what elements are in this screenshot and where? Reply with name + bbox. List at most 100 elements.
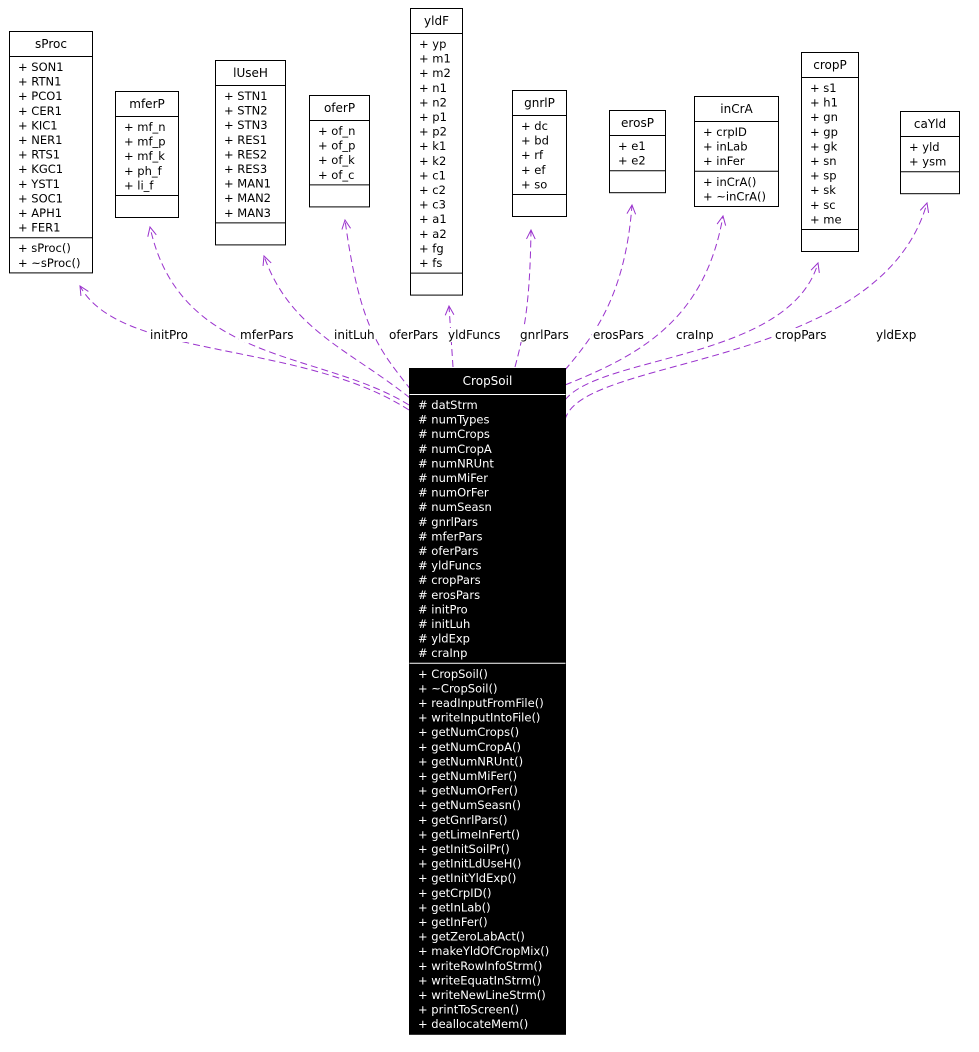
- class-attribute: + RTN1: [18, 75, 61, 89]
- class-attribute: + sp: [810, 169, 837, 183]
- class-attribute: + sk: [810, 183, 836, 197]
- edge-line: [514, 229, 532, 368]
- class-attribute: + fs: [419, 256, 442, 270]
- class-attribute: + crpID: [703, 125, 747, 139]
- class-method: + getInLab(): [418, 900, 491, 914]
- edge-labels-layer: initPro mferPars initLuh oferPars yldFuncs gn…: [149, 328, 918, 342]
- class-box: [9, 31, 93, 274]
- edge-line: [263, 255, 411, 399]
- class-attribute: + m2: [419, 66, 451, 80]
- class-attribute: # initPro: [418, 602, 468, 616]
- class-attribute: # oferPars: [418, 544, 478, 558]
- class-box: [409, 368, 566, 1035]
- edge-caYld: [564, 201, 930, 421]
- edge-mferP: [147, 225, 410, 406]
- class-attribute: + p2: [419, 125, 447, 139]
- class-attribute: # numTypes: [418, 413, 489, 427]
- class-box: [900, 111, 960, 195]
- class-method: + getInitSoilPr(): [418, 842, 510, 856]
- arrowhead: [341, 218, 351, 230]
- class-attribute: + KIC1: [18, 118, 58, 132]
- edge-cropP: [564, 261, 820, 401]
- class-cropP[interactable]: cropP + s1+ h1+ gn+ gp+ gk+ sn+ sp+ sk+ s…: [801, 52, 859, 252]
- class-attribute: + gk: [810, 139, 838, 153]
- class-attribute: # yldFuncs: [418, 559, 481, 573]
- class-method: + writeInputIntoFile(): [418, 711, 540, 725]
- class-box: [609, 110, 666, 194]
- class-attribute: + c1: [419, 168, 446, 182]
- class-attribute: + MAN1: [224, 177, 271, 191]
- edge-oferP: [341, 218, 412, 391]
- class-method: + inCrA(): [703, 175, 756, 189]
- class-attribute: + c2: [419, 183, 446, 197]
- edge-line: [564, 202, 928, 421]
- class-name: oferP: [324, 101, 355, 115]
- class-attribute: # datStrm: [418, 398, 478, 412]
- edge-label-bg: [333, 328, 376, 342]
- class-mferP[interactable]: mferP + mf_n+ mf_p+ mf_k+ ph_f+ li_f: [115, 91, 179, 218]
- edge-label-bg: [875, 328, 918, 342]
- edge-label: initPro: [150, 328, 188, 342]
- class-attribute: + KGC1: [18, 162, 63, 176]
- class-attribute: + s1: [810, 81, 837, 95]
- class-method: + getNumNRUnt(): [418, 754, 523, 768]
- class-attribute: + gp: [810, 125, 838, 139]
- arrowhead: [810, 261, 820, 273]
- class-method: + getInFer(): [418, 915, 488, 929]
- class-attribute: + k2: [419, 154, 446, 168]
- class-method: + writeRowInfoStrm(): [418, 959, 542, 973]
- class-erosP[interactable]: erosP + e1+ e2: [609, 110, 666, 194]
- class-attribute: # mferPars: [418, 529, 483, 543]
- class-method: + getNumOrFer(): [418, 784, 518, 798]
- class-attribute: # numCrops: [418, 427, 490, 441]
- class-name: sProc: [35, 37, 67, 51]
- class-attribute: + RTS1: [18, 148, 60, 162]
- class-attribute: + n1: [419, 81, 447, 95]
- class-method: + writeNewLineStrm(): [418, 988, 546, 1002]
- class-method: + getNumCrops(): [418, 725, 519, 739]
- class-attribute: + SON1: [18, 60, 64, 74]
- class-attribute: # numCropA: [418, 442, 492, 456]
- class-attribute: + n2: [419, 95, 447, 109]
- class-CropSoil[interactable]: CropSoil# datStrm# numTypes# numCrops# n…: [409, 368, 566, 1035]
- class-inCrA[interactable]: inCrA + crpID+ inLab+ inFer + inCrA()+ ~in…: [694, 96, 779, 207]
- class-method: + readInputFromFile(): [418, 696, 544, 710]
- class-method: + ~inCrA(): [703, 189, 766, 203]
- class-attribute: + so: [521, 177, 547, 191]
- class-attribute: + ph_f: [124, 164, 163, 178]
- edge-label: craInp: [676, 328, 714, 342]
- class-attribute: + SOC1: [18, 191, 63, 205]
- class-caYld[interactable]: caYld + yld+ ysm: [900, 111, 960, 195]
- class-method: + getGnrlPars(): [418, 813, 507, 827]
- arrowhead: [526, 228, 536, 240]
- class-attribute: + dc: [521, 119, 548, 133]
- class-method: + getNumCropA(): [418, 740, 521, 754]
- class-box: [215, 60, 286, 246]
- edge-label-bg: [239, 328, 295, 342]
- class-name: erosP: [621, 116, 654, 130]
- class-attribute: + li_f: [124, 178, 154, 192]
- class-yldF[interactable]: yldF + yp+ m1+ m2+ n1+ n2+ p1+ p2+ k1+ k2…: [410, 8, 463, 296]
- class-box: [801, 52, 859, 252]
- class-sProc[interactable]: sProc + SON1+ RTN1+ PCO1+ CER1+ KIC1+ NER…: [9, 31, 93, 274]
- class-attribute: + c3: [419, 198, 446, 212]
- class-lUseH[interactable]: lUseH + STN1+ STN2+ STN3+ RES1+ RES2+ RES…: [215, 60, 286, 246]
- class-name: gnrlP: [524, 96, 555, 110]
- class-attribute: + mf_k: [124, 149, 165, 163]
- arrowhead: [444, 304, 455, 316]
- class-attribute: + e2: [618, 154, 646, 168]
- class-box: [309, 95, 370, 208]
- edge-yldF: [444, 304, 455, 368]
- edge-line: [564, 215, 724, 386]
- edge-sProc: [79, 285, 410, 411]
- class-gnrlP[interactable]: gnrlP + dc+ bd+ rf+ ef+ so: [512, 90, 567, 217]
- class-attribute: + FER1: [18, 221, 60, 235]
- edge-label: oferPars: [389, 328, 438, 342]
- class-attribute: # gnrlPars: [418, 515, 478, 529]
- class-oferP[interactable]: oferP + of_n+ of_p+ of_k+ of_c: [309, 95, 370, 208]
- class-method: + getCrpID(): [418, 886, 491, 900]
- class-name: lUseH: [233, 66, 268, 80]
- class-attribute: + inLab: [703, 140, 748, 154]
- class-attribute: + mf_n: [124, 120, 166, 134]
